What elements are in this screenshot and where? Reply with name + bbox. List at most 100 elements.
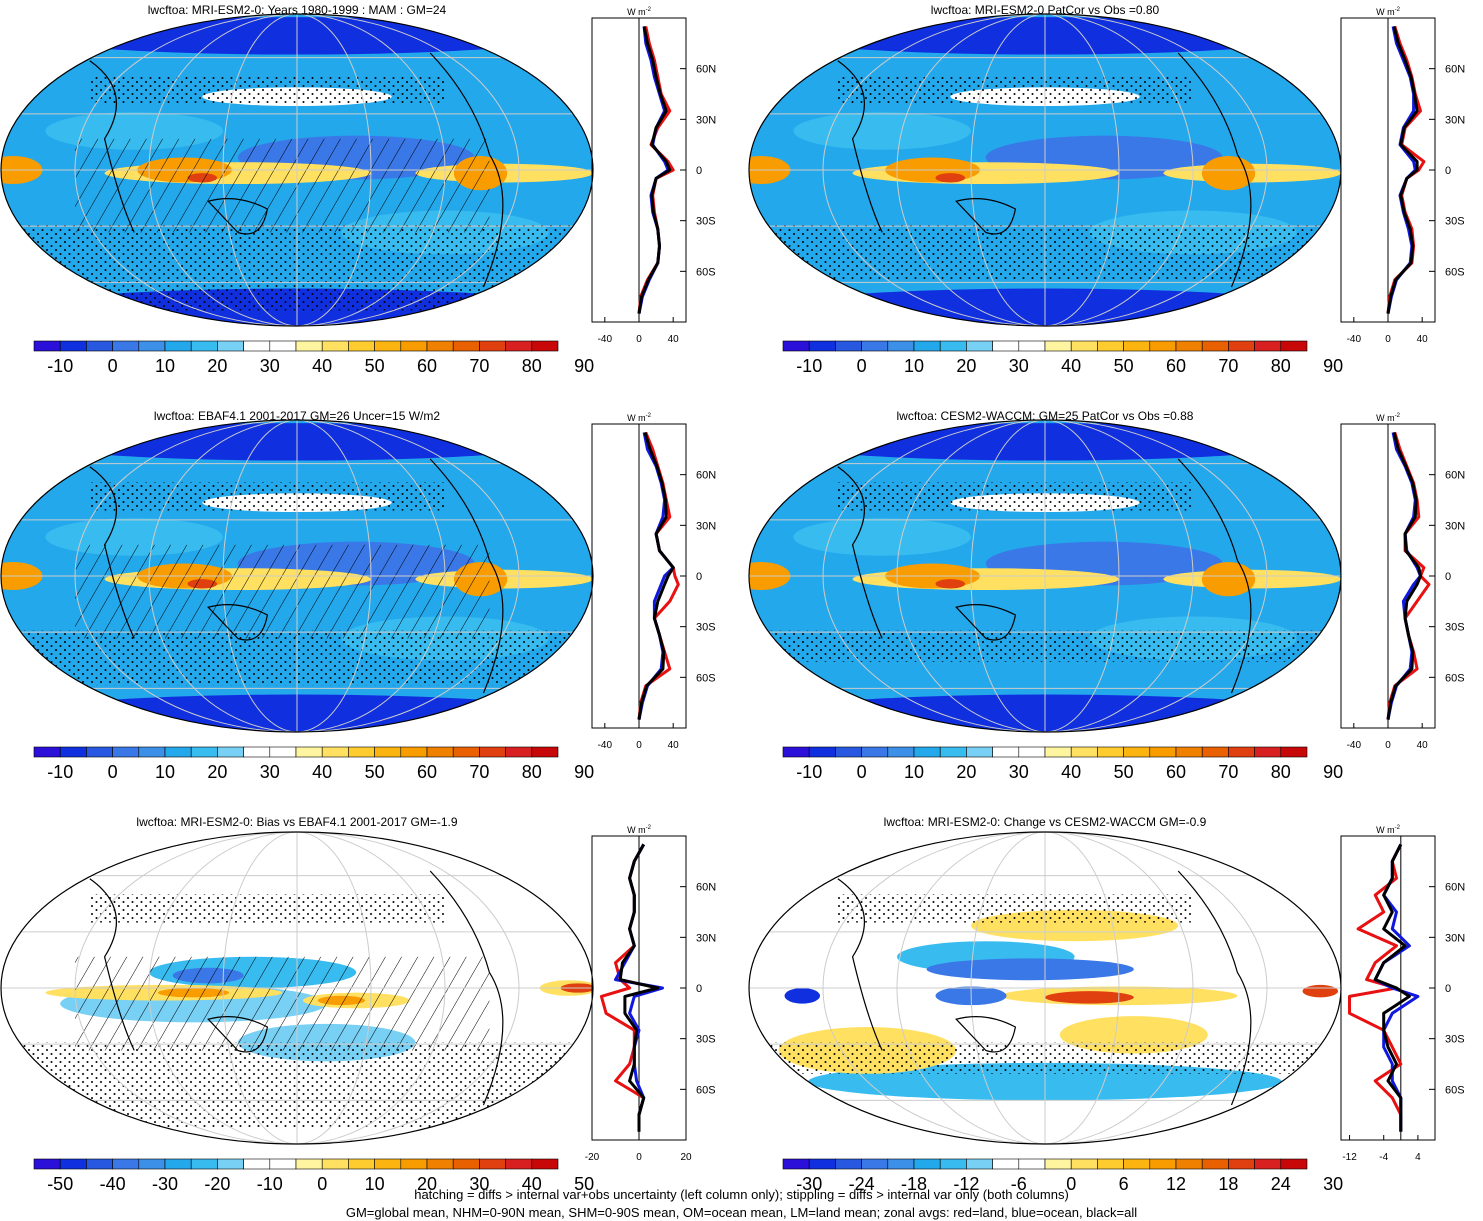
colorbar-tick-label: 12 xyxy=(1166,1174,1186,1194)
map-field-region xyxy=(1201,561,1256,597)
zonal-plot-2: 60N 30N 0 30S 60S -40 0 40 W m-2 xyxy=(1340,7,1465,345)
colorbar-swatch xyxy=(112,1158,140,1170)
zonal-lat-label: 30S xyxy=(1445,216,1465,228)
zonal-all-line xyxy=(1386,26,1419,314)
colorbar-tick-label: 70 xyxy=(1218,356,1238,376)
colorbar-swatch xyxy=(782,746,810,758)
colorbar-swatch xyxy=(190,1158,218,1170)
zonal-value-label: 0 xyxy=(636,740,642,751)
colorbar-tick-label: 0 xyxy=(857,762,867,782)
map-stippling xyxy=(837,482,1193,511)
colorbar-swatch xyxy=(138,746,166,758)
colorbar-swatch xyxy=(1254,1158,1282,1170)
map-coastlines xyxy=(837,458,1252,694)
colorbar-swatch xyxy=(269,340,297,352)
colorbar-swatch xyxy=(86,1158,113,1170)
colorbar-swatch xyxy=(808,746,836,758)
map-graticule-lon xyxy=(896,14,1194,326)
colorbar-swatch xyxy=(887,340,915,352)
colorbar-tick-label: 10 xyxy=(365,1174,385,1194)
colorbar-tick-label: -12 xyxy=(953,1174,979,1194)
colorbar-swatch xyxy=(1097,340,1124,352)
panel-title-5: lwcftoa: MRI-ESM2-0: Bias vs EBAF4.1 200… xyxy=(136,815,458,829)
map-graticule-lon xyxy=(822,14,1268,326)
map-field-region xyxy=(1302,984,1339,998)
colorbar-tick-label: 30 xyxy=(1009,762,1029,782)
colorbar-swatch xyxy=(243,746,271,758)
map-field-region xyxy=(926,958,1134,981)
map-graticule-lon xyxy=(896,420,1194,732)
colorbar-tick-label: 60 xyxy=(1166,356,1186,376)
zonal-all-line xyxy=(1386,432,1422,720)
colorbar-swatch xyxy=(1070,340,1098,352)
zonal-lat-label: 60S xyxy=(1445,266,1465,278)
zonal-value-label: 0 xyxy=(1385,334,1391,345)
colorbar-swatch xyxy=(505,340,533,352)
colorbar-tick-label: -20 xyxy=(204,1174,230,1194)
colorbar-swatch xyxy=(112,340,140,352)
map-field-region xyxy=(1045,991,1134,1004)
colorbar-tick-label: 20 xyxy=(207,762,227,782)
colorbar-swatch xyxy=(1044,340,1072,352)
colorbar-swatch xyxy=(1175,746,1203,758)
colorbar-swatch xyxy=(531,746,559,758)
colorbar-tick-label: 0 xyxy=(317,1174,327,1194)
colorbar-tick-label: 70 xyxy=(469,356,489,376)
colorbar-swatch xyxy=(966,1158,993,1170)
maps-layer xyxy=(0,13,1342,1145)
zonal-lat-label: 30N xyxy=(1445,520,1465,532)
colorbar-swatch xyxy=(59,746,87,758)
colorbar-swatch xyxy=(1123,340,1151,352)
colorbar-swatch xyxy=(835,1158,862,1170)
zonal-value-label: 0 xyxy=(636,334,642,345)
colorbar-swatch xyxy=(374,340,402,352)
colorbar-tick-label: 0 xyxy=(857,356,867,376)
colorbar-swatch xyxy=(217,746,244,758)
map-field-region xyxy=(784,988,821,1004)
colorbar-swatch xyxy=(1149,746,1177,758)
map-graticule-lon xyxy=(970,14,1120,326)
zonal-lat-label: 30S xyxy=(696,1034,716,1046)
map-panel-2 xyxy=(748,13,1342,327)
colorbar-swatch xyxy=(400,340,428,352)
colorbar-tick-label: 80 xyxy=(1271,356,1291,376)
colorbar-tick-label: -30 xyxy=(796,1174,822,1194)
map-hatching xyxy=(75,956,490,1051)
colorbar-tick-label: -10 xyxy=(257,1174,283,1194)
map-border xyxy=(0,13,594,327)
map-graticule-lon xyxy=(970,420,1120,732)
colorbar-swatch xyxy=(1097,746,1124,758)
map-coastlines xyxy=(837,52,1252,288)
colorbar-tick-label: 90 xyxy=(574,356,594,376)
colorbar-swatch xyxy=(243,340,271,352)
colorbar-swatch xyxy=(966,746,993,758)
colorbar-swatch xyxy=(217,340,244,352)
panel-title-3: lwcftoa: EBAF4.1 2001-2017 GM=26 Uncer=1… xyxy=(153,409,441,423)
zonal-plot-5: 60N 30N 0 30S 60S -20 0 20 W m-2 xyxy=(585,825,716,1163)
zonal-value-label: 40 xyxy=(1417,334,1429,345)
map-panel-6 xyxy=(748,831,1342,1145)
colorbar-swatch xyxy=(1044,1158,1072,1170)
colorbar-tick-label: -18 xyxy=(901,1174,927,1194)
zonal-lat-label: 30N xyxy=(1445,114,1465,126)
map-field-region xyxy=(935,173,966,183)
colorbar-1: -10 0 10 20 30 40 50 60 70 80 90 xyxy=(33,340,594,376)
colorbar-swatch xyxy=(348,1158,375,1170)
zonal-value-label: -12 xyxy=(1342,1152,1357,1163)
colorbar-swatch xyxy=(913,746,941,758)
colorbar-swatch xyxy=(295,340,323,352)
zonal-lat-label: 30S xyxy=(696,622,716,634)
panel-title-1: lwcftoa: MRI-ESM2-0: Years 1980-1999 : M… xyxy=(147,3,447,17)
colorbar-tick-label: 60 xyxy=(417,762,437,782)
colorbar-swatch xyxy=(808,1158,836,1170)
colorbar-tick-label: 20 xyxy=(417,1174,437,1194)
zonal-lat-label: 60S xyxy=(1445,672,1465,684)
zonal-unit-label: W m-2 xyxy=(627,413,651,423)
zonal-value-label: 40 xyxy=(668,334,680,345)
colorbar-tick-label: 40 xyxy=(312,762,332,782)
colorbar-tick-label: -10 xyxy=(796,356,822,376)
colorbar-swatch xyxy=(782,340,810,352)
colorbar-swatch xyxy=(1044,746,1072,758)
colorbar-tick-label: 40 xyxy=(312,356,332,376)
